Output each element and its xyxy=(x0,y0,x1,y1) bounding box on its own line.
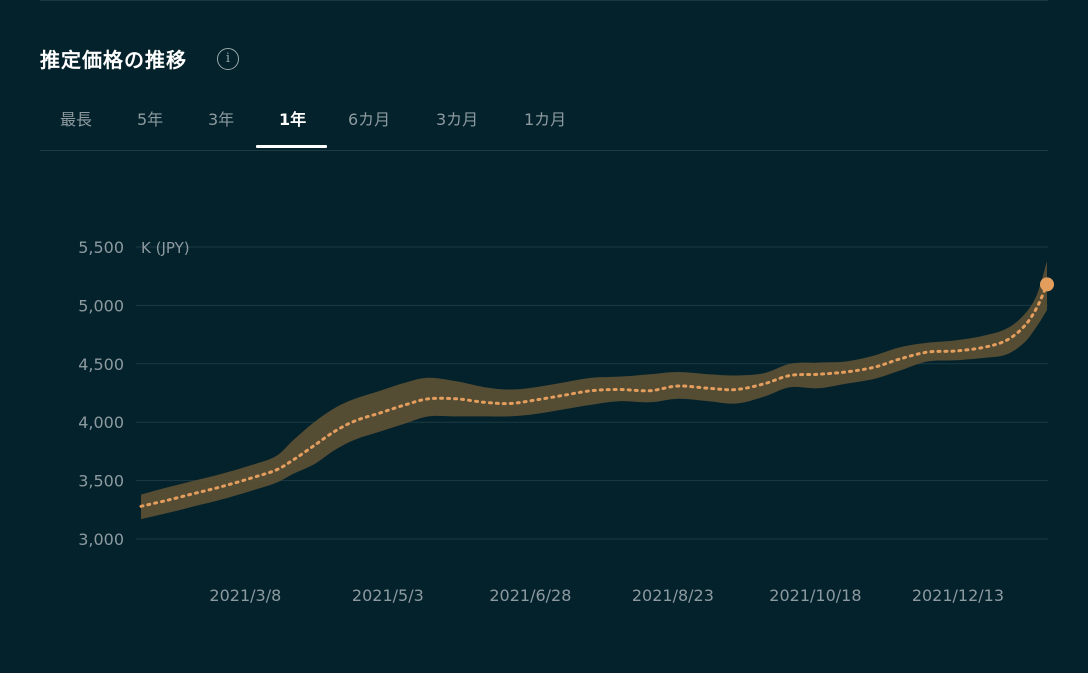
y-tick-label: 5,000 xyxy=(78,296,124,315)
tab-5y[interactable]: 5年 xyxy=(137,110,164,129)
info-icon[interactable]: i xyxy=(217,48,239,70)
y-tick-label: 4,500 xyxy=(78,355,124,374)
tab-3y[interactable]: 3年 xyxy=(208,110,235,129)
x-tick-label: 2021/3/8 xyxy=(209,586,281,605)
series-line xyxy=(139,282,1049,508)
period-tabs: 最長 5年 3年 1年 6カ月 3カ月 1カ月 xyxy=(40,98,1048,151)
y-tick-label: 3,500 xyxy=(78,472,124,491)
active-tab-indicator xyxy=(256,145,327,148)
tab-1y[interactable]: 1年 xyxy=(279,110,307,129)
page-title: 推定価格の推移 xyxy=(40,48,187,72)
latest-point-marker[interactable] xyxy=(1040,277,1054,292)
x-tick-label: 2021/10/18 xyxy=(769,586,861,605)
tab-longest[interactable]: 最長 xyxy=(60,110,93,129)
y-unit-label: K (JPY) xyxy=(141,239,190,257)
x-tick-label: 2021/5/3 xyxy=(352,586,424,605)
y-axis-ticks: 3,000 3,500 4,000 4,500 5,000 5,500 xyxy=(78,238,124,549)
x-tick-label: 2021/8/23 xyxy=(632,586,714,605)
x-axis-ticks: 2021/3/8 2021/5/3 2021/6/28 2021/8/23 2021/1… xyxy=(209,586,1004,605)
y-tick-label: 3,000 xyxy=(78,530,124,549)
y-tick-label: 4,000 xyxy=(78,413,124,432)
top-divider xyxy=(40,0,1048,1)
y-tick-label: 5,500 xyxy=(78,238,124,257)
x-tick-label: 2021/6/28 xyxy=(489,586,571,605)
tab-3m[interactable]: 3カ月 xyxy=(436,110,479,129)
tab-1m[interactable]: 1カ月 xyxy=(524,110,567,129)
x-tick-label: 2021/12/13 xyxy=(912,586,1004,605)
tab-6m[interactable]: 6カ月 xyxy=(348,110,391,129)
